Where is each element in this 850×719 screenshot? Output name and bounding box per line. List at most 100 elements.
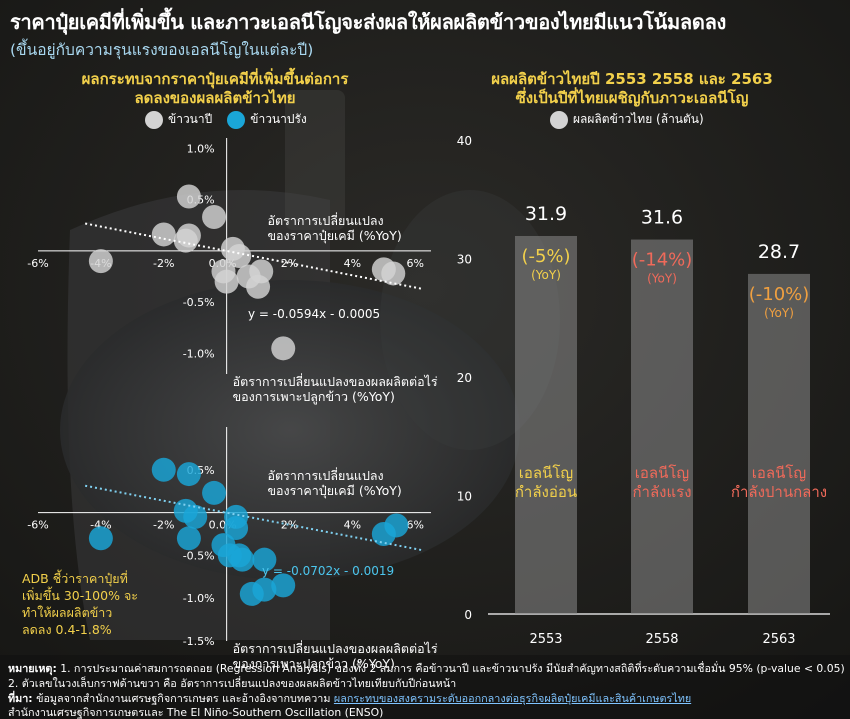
scatter-offseason-x-tick-label: 2%: [281, 519, 298, 532]
scatter-offseason-x-axis-label-line1: อัตราการเปลี่ยนแปลง: [268, 467, 384, 483]
scatter-offseason-y-tick-label: -1.5%: [183, 635, 215, 648]
scatter-offseason-point: [271, 573, 296, 598]
bar-value-label: 31.9: [525, 203, 567, 225]
bar-enso-label-line1: เอลนีโญ: [635, 464, 689, 482]
main-title: ราคาปุ๋ยเคมีที่เพิ่มขึ้น และภาวะเอลนีโญจ…: [10, 10, 727, 34]
scatter-major-point: [173, 228, 198, 253]
bar-pct-label: (-5%): [521, 246, 570, 267]
scatter-offseason-point: [202, 480, 227, 505]
right-legend: ผลผลิตข้าวไทย (ล้านตัน): [550, 110, 704, 129]
scatter-major-point: [88, 249, 113, 274]
footnote-source-label: ที่มา:: [8, 692, 33, 705]
scatter-offseason-x-tick-label: 4%: [344, 519, 361, 532]
footnote-source: ที่มา: ข้อมูลจากสำนักงานเศรษฐกิจการเกษตร…: [8, 692, 691, 705]
scatter-major-point: [271, 336, 296, 361]
footnote-2: 2. ตัวเลขในวงเล็บกราฟด้านขวา คือ อัตรากา…: [8, 677, 457, 690]
scatter-major-x-axis-label-line1: อัตราการเปลี่ยนแปลง: [268, 212, 384, 228]
legend-label-rice-output: ผลผลิตข้าวไทย (ล้านตัน): [573, 112, 704, 126]
bar-enso-label-line2: กำลังแรง: [632, 483, 691, 501]
scatter-offseason-x-tick-label: 6%: [407, 519, 424, 532]
footnote-source-line2: สำนักงานเศรษฐกิจการเกษตรและ The El Niño-…: [8, 706, 384, 719]
bar-y-tick-label: 10: [457, 490, 472, 504]
scatter-offseason-trendline: [84, 484, 422, 552]
bar-pct-label: (-14%): [632, 250, 693, 271]
scatter-offseason-point: [88, 526, 113, 551]
scatter-offseason-y-axis-label-line1: อัตราการเปลี่ยนแปลงของผลผลิตต่อไร่: [233, 640, 438, 656]
legend-swatch-major-rice: [145, 110, 163, 129]
scatter-offseason-point: [183, 504, 208, 529]
legend-swatch-offseason-rice: [227, 110, 246, 129]
scatter-major-point: [227, 244, 252, 268]
bar-value-label: 31.6: [641, 207, 683, 229]
scatter-offseason-point: [230, 547, 255, 572]
left-panel-title-line2: ลดลงของผลผลิตข้าวไทย: [134, 89, 296, 107]
bar-category-label: 2563: [762, 632, 795, 647]
left-panel-title-line1: ผลกระทบจากราคาปุ๋ยเคมีที่เพิ่มขึ้นต่อการ: [81, 70, 349, 88]
scatter-offseason-point: [252, 547, 277, 572]
bar-y-tick-label: 40: [457, 134, 472, 148]
bar-enso-label-line2: กำลังอ่อน: [515, 483, 577, 501]
scatter-major-y-axis-label-line1: อัตราการเปลี่ยนแปลงของผลผลิตต่อไร่: [233, 373, 438, 389]
scatter-major-point: [176, 184, 201, 209]
bar-y-tick-label: 30: [457, 253, 472, 267]
scatter-offseason-point: [151, 457, 176, 482]
scatter-major-point: [381, 261, 406, 286]
bar-enso-label-line2: กำลังปานกลาง: [731, 483, 827, 501]
scatter-major-x-tick-label: 2%: [281, 257, 298, 270]
right-panel-title-line1: ผลผลิตข้าวไทยปี 2553 2558 และ 2563: [491, 70, 773, 88]
bar-pct-label: (-10%): [749, 284, 810, 305]
bar-y-tick-label: 20: [457, 371, 472, 385]
adb-note-line4: ลดลง 0.4-1.8%: [22, 622, 112, 637]
scatter-offseason-point: [176, 462, 201, 487]
footnote-note1: 1. การประมาณค่าสมการถดถอย (Regression An…: [60, 662, 845, 675]
scatter-major-point: [214, 269, 239, 294]
scatter-offseason-y-axis-label-line2: ของการเพาะปลูกข้าว (%YoY): [233, 656, 395, 672]
bar-enso-label-line1: เอลนีโญ: [752, 464, 806, 482]
scatter-major-y-axis-label-line2: ของการเพาะปลูกข้าว (%YoY): [233, 389, 395, 405]
bar-y-tick-label: 0: [464, 608, 472, 622]
scatter-major-point: [151, 222, 176, 247]
left-legend: ข้าวนาปี ข้าวนาปรัง: [145, 110, 307, 129]
right-panel-title: ผลผลิตข้าวไทยปี 2553 2558 และ 2563 ซึ่งเ…: [462, 70, 802, 108]
footnote-source-link[interactable]: ผลกระทบของสงครามระดับออกกลางต่อธุรกิจผลิ…: [333, 692, 692, 705]
legend-label-offseason-rice: ข้าวนาปรัง: [250, 112, 307, 126]
scatter-offseason-point: [176, 526, 201, 551]
scatter-major-x-tick-label: -6%: [27, 257, 48, 270]
scatter-offseason-x-axis-label-line2: ของราคาปุ๋ยเคมี (%YoY): [268, 483, 402, 499]
bar-value-label: 28.7: [758, 241, 800, 263]
bar-category-label: 2553: [529, 632, 562, 647]
legend-label-major-rice: ข้าวนาปี: [168, 112, 213, 126]
scatter-offseason-point: [252, 577, 277, 602]
bar-enso-label-line1: เอลนีโญ: [519, 464, 573, 482]
scatter-offseason-y-tick-label: -1.0%: [183, 592, 215, 605]
footnote-source-text: ข้อมูลจากสำนักงานเศรษฐกิจการเกษตร และอ้า…: [36, 692, 331, 705]
scatter-offseason-y-tick-label: -0.5%: [183, 549, 215, 562]
scatter-major-x-tick-label: -2%: [153, 257, 174, 270]
bar-yoy-label: (YoY): [647, 272, 677, 286]
scatter-offseason-x-tick-label: -2%: [153, 519, 174, 532]
bar-2558: [631, 239, 693, 615]
scatter-major-point: [246, 274, 271, 299]
left-panel-title: ผลกระทบจากราคาปุ๋ยเคมีที่เพิ่มขึ้นต่อการ…: [50, 70, 380, 108]
scatter-offseason-point: [384, 513, 409, 538]
scatter-major-y-tick-label: -0.5%: [183, 296, 215, 309]
scatter-major-x-axis-label-line2: ของราคาปุ๋ยเคมี (%YoY): [268, 228, 402, 244]
scatter-major-trendline: [84, 222, 422, 290]
main-subtitle: (ขึ้นอยู่กับความรุนแรงของเอลนีโญในแต่ละป…: [10, 41, 314, 59]
bar-yoy-label: (YoY): [531, 268, 561, 282]
footnote-note-label: หมายเหตุ:: [8, 662, 57, 675]
adb-note-line2: เพิ่มขึ้น 30-100% จะ: [22, 588, 138, 603]
scatter-major-y-tick-label: 1.0%: [187, 142, 215, 155]
scatter-offseason-point: [224, 516, 249, 541]
scatter-major-y-tick-label: -1.0%: [183, 347, 215, 360]
bar-yoy-label: (YoY): [764, 306, 794, 320]
legend-swatch-rice-output: [550, 110, 568, 129]
right-panel-title-line2: ซึ่งเป็นปีที่ไทยเผชิญกับภาวะเอลนีโญ: [515, 89, 749, 107]
scatter-major-x-tick-label: 6%: [407, 257, 424, 270]
scatter-major-x-tick-label: 4%: [344, 257, 361, 270]
adb-note: ADB ชี้ว่าราคาปุ๋ยที่ เพิ่มขึ้น 30-100% …: [22, 570, 138, 638]
bar-category-label: 2558: [645, 632, 678, 647]
adb-note-line3: ทำให้ผลผลิตข้าว: [22, 605, 113, 620]
bar-2563: [748, 273, 810, 614]
